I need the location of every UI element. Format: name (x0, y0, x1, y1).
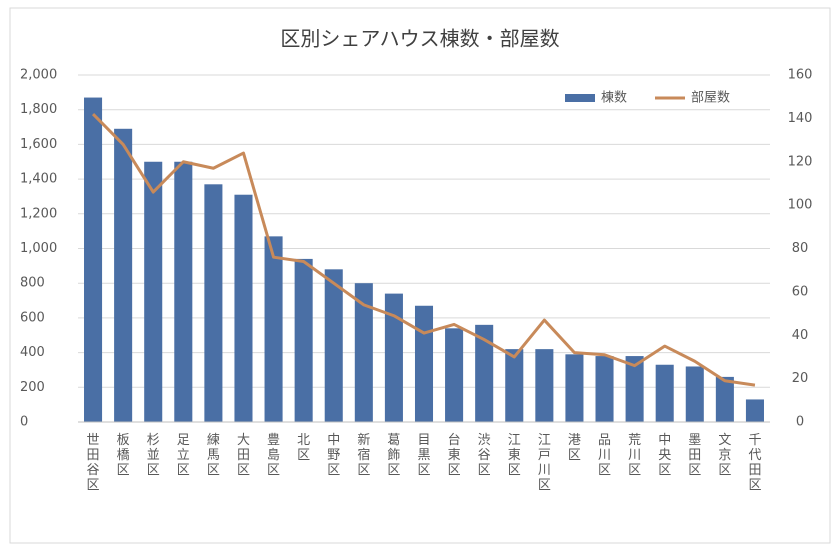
bar (535, 349, 554, 422)
x-tick-label: 豊島区 (267, 433, 280, 478)
bar (685, 366, 704, 422)
bar (745, 399, 764, 422)
y-tick-label: 800 (20, 276, 45, 291)
x-tick-label: 千代田区 (748, 433, 761, 493)
y-tick-label: 200 (20, 380, 45, 395)
bar (234, 194, 253, 422)
bar (505, 349, 524, 422)
x-tick-label: 世田谷区 (87, 433, 100, 493)
x-tick-label: 中央区 (658, 433, 671, 478)
x-tick-label: 渋谷区 (478, 433, 491, 478)
chart-title: 区別シェアハウス棟数・部屋数 (280, 27, 559, 51)
x-tick-label: 港区 (568, 433, 581, 463)
bar (204, 184, 223, 422)
x-tick-label: 台東区 (448, 433, 461, 478)
y-tick-label: 1,200 (20, 206, 57, 221)
bar (655, 364, 674, 422)
x-tick-label: 葛飾区 (387, 433, 400, 478)
bar (354, 283, 373, 422)
x-tick-label: 中野区 (327, 433, 340, 478)
x-tick-label: 足立区 (177, 433, 190, 478)
bar (625, 356, 644, 422)
bar (144, 161, 163, 422)
y-tick-label: 1,000 (20, 241, 57, 256)
x-tick-label: 大田区 (237, 433, 250, 478)
y-tick-label: 400 (20, 345, 45, 360)
bar (114, 128, 133, 422)
x-tick-label: 杉並区 (147, 433, 160, 478)
y-tick-label: 0 (20, 415, 28, 430)
bar (475, 324, 494, 422)
bar (595, 356, 614, 422)
x-tick-label: 新宿区 (357, 432, 370, 478)
bar (565, 354, 584, 422)
bar (445, 328, 464, 422)
bar (715, 376, 734, 422)
bar (174, 161, 193, 422)
bar (414, 305, 434, 422)
x-tick-label: 品川区 (598, 433, 611, 478)
x-tick-label: 墨田区 (688, 433, 701, 478)
y-tick-label: 1,800 (20, 102, 57, 117)
x-tick-label: 江戸川区 (538, 433, 551, 493)
x-tick-label: 板橋区 (117, 433, 130, 478)
bar (294, 258, 313, 422)
y2-tick-label: 100 (788, 198, 813, 213)
y2-tick-label: 120 (788, 154, 813, 169)
y2-tick-label: 160 (788, 68, 813, 83)
x-tick-label: 文京区 (718, 433, 731, 478)
y2-tick-label: 40 (792, 328, 809, 343)
x-tick-label: 目黒区 (417, 433, 430, 478)
bar (384, 293, 403, 422)
bar (324, 269, 343, 422)
y-tick-label: 2,000 (20, 68, 57, 83)
y-tick-label: 1,400 (20, 172, 57, 187)
legend-label: 部屋数 (691, 91, 730, 106)
x-tick-label: 北区 (297, 433, 310, 463)
bar (84, 97, 103, 423)
bar (264, 236, 283, 422)
y-tick-label: 1,600 (20, 137, 57, 152)
y2-tick-label: 20 (792, 371, 809, 386)
y-tick-label: 600 (20, 310, 45, 325)
line (91, 112, 756, 387)
y2-tick-label: 80 (792, 241, 809, 256)
y2-tick-label: 0 (796, 415, 804, 430)
x-tick-label: 荒川区 (628, 433, 641, 478)
y2-tick-label: 140 (788, 111, 813, 126)
legend-label: 棟数 (601, 91, 627, 106)
x-tick-label: 江東区 (508, 433, 521, 478)
x-tick-label: 練馬区 (207, 433, 220, 478)
y2-tick-label: 60 (792, 284, 809, 299)
legend-swatch (565, 94, 595, 102)
